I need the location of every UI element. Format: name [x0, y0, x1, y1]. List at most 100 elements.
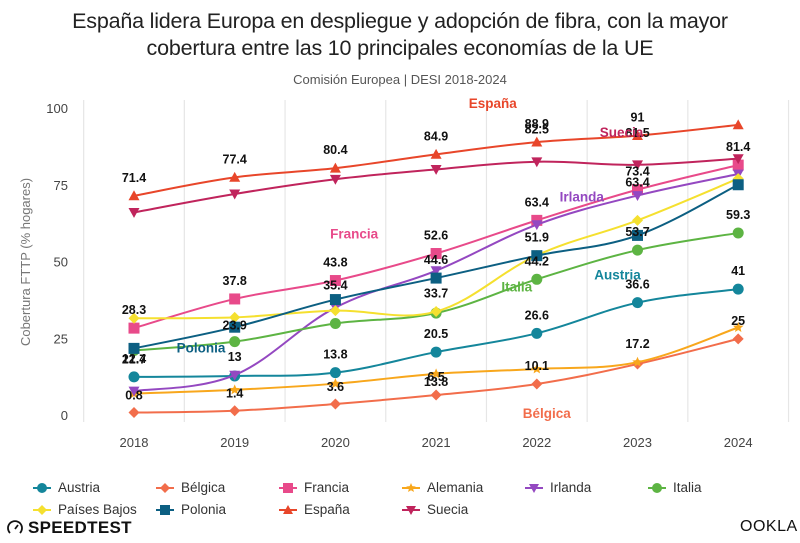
legend-item[interactable]: Polonia: [155, 502, 226, 517]
data-label: 21.7: [122, 352, 146, 366]
data-point: [128, 342, 140, 354]
data-label: 10.1: [525, 359, 549, 373]
x-tick-label: 2022: [522, 435, 551, 450]
legend-item[interactable]: España: [278, 502, 350, 517]
series-suecia: [128, 154, 744, 218]
data-label: 28.3: [122, 303, 146, 317]
legend-item[interactable]: Irlanda: [524, 480, 591, 495]
series-países-bajos: [128, 173, 744, 324]
data-point: [632, 191, 643, 201]
data-point: [732, 119, 744, 130]
data-label: 20.5: [424, 327, 448, 341]
data-label: 6.5: [427, 370, 444, 384]
data-point: [732, 283, 744, 295]
data-point: [531, 378, 543, 390]
data-label: 36.6: [625, 278, 649, 292]
y-axis: 0 25 50 75 100: [46, 101, 68, 423]
data-label: 80.4: [323, 143, 347, 157]
data-point: [732, 159, 744, 171]
series-inline-label: Italia: [501, 279, 532, 294]
legend-item[interactable]: Austria: [32, 480, 100, 495]
data-point: [732, 333, 744, 345]
data-point: [128, 190, 140, 201]
data-point: [430, 346, 442, 358]
data-point: [128, 207, 140, 218]
y-axis-label: Cobertura FTTP (% hogares): [18, 178, 33, 346]
data-point: [229, 370, 241, 381]
speedtest-wordmark: SPEEDTEST: [28, 518, 132, 537]
data-point: [329, 162, 341, 173]
data-point: [329, 294, 341, 306]
data-label: 26.6: [525, 308, 549, 322]
data-point: [229, 311, 241, 323]
data-label: 0.8: [125, 389, 142, 403]
data-label: 63.4: [525, 195, 549, 209]
series-inline-label: Bélgica: [523, 406, 572, 421]
data-point: [732, 179, 744, 191]
data-point: [632, 244, 643, 256]
legend-item[interactable]: Italia: [647, 480, 702, 495]
data-point: [329, 275, 341, 287]
data-label: 44.2: [525, 254, 549, 268]
data-label: 77.4: [223, 152, 247, 166]
circle-marker-icon: [648, 482, 666, 493]
data-label: 43.8: [323, 256, 347, 270]
data-point: [330, 378, 341, 389]
legend-item[interactable]: Bélgica: [155, 480, 225, 495]
data-point: [632, 229, 643, 241]
x-tick-label: 2018: [120, 435, 149, 450]
data-label: 35.4: [323, 279, 347, 293]
data-point: [128, 371, 140, 383]
data-point: [329, 367, 341, 379]
series-inline-labels: Austria Bélgica Francia Irlanda Italia Poloni…: [177, 96, 644, 421]
data-label: 91: [631, 111, 645, 125]
series-inline-label: España: [469, 96, 518, 111]
data-label: 37.8: [223, 274, 247, 288]
data-point: [531, 363, 543, 374]
x-tick-label: 2020: [321, 435, 350, 450]
legend-item[interactable]: Alemania: [401, 480, 483, 495]
data-label: 13: [228, 350, 242, 364]
data-point: [732, 322, 744, 332]
data-point: [229, 171, 241, 182]
series-alemania: [128, 322, 744, 398]
data-label: 41: [731, 264, 745, 278]
data-point: [632, 130, 643, 141]
diamond-marker-icon: [33, 504, 51, 515]
legend-item[interactable]: Suecia: [401, 502, 468, 517]
data-label: 51.9: [525, 231, 549, 245]
data-point: [430, 389, 442, 401]
data-point: [531, 273, 543, 285]
data-point: [430, 148, 442, 159]
y-tick-label: 100: [46, 101, 68, 116]
data-point: [632, 160, 643, 171]
legend-label: España: [304, 502, 350, 517]
legend-item[interactable]: Francia: [278, 480, 349, 495]
data-label: 59.3: [726, 208, 750, 222]
data-point: [632, 356, 643, 367]
data-point: [632, 297, 643, 309]
data-point: [632, 214, 643, 226]
data-point: [229, 384, 240, 395]
chart-title-line-2: cobertura entre las 10 principales econo…: [146, 36, 654, 60]
data-label: 71.4: [122, 171, 146, 185]
star-marker-icon: [402, 482, 420, 492]
chart-title: España lidera Europa en despliegue y ado…: [0, 8, 800, 62]
chart-title-line-1: España lidera Europa en despliegue y ado…: [72, 9, 728, 33]
data-label: 81.5: [625, 126, 649, 140]
legend-item[interactable]: Países Bajos: [32, 502, 137, 517]
data-point: [329, 174, 341, 185]
ookla-logo: OOKLA: [740, 518, 798, 535]
series-inline-label: Suecia: [600, 125, 644, 140]
data-labels: 12.4 13.8 20.5 26.6 36.6 41 0.8 1.4 3.6 6.5 10.1 25…: [122, 111, 751, 403]
series-line: [133, 164, 739, 330]
data-point: [531, 157, 543, 168]
data-label: 82.5: [525, 123, 549, 137]
data-label: 84.9: [424, 129, 448, 143]
legend-label: Alemania: [427, 480, 484, 495]
y-tick-label: 75: [54, 178, 68, 193]
series-inline-label: Polonia: [177, 340, 226, 355]
data-point: [430, 306, 442, 318]
data-point: [531, 250, 543, 262]
data-label: 17.2: [625, 337, 649, 351]
